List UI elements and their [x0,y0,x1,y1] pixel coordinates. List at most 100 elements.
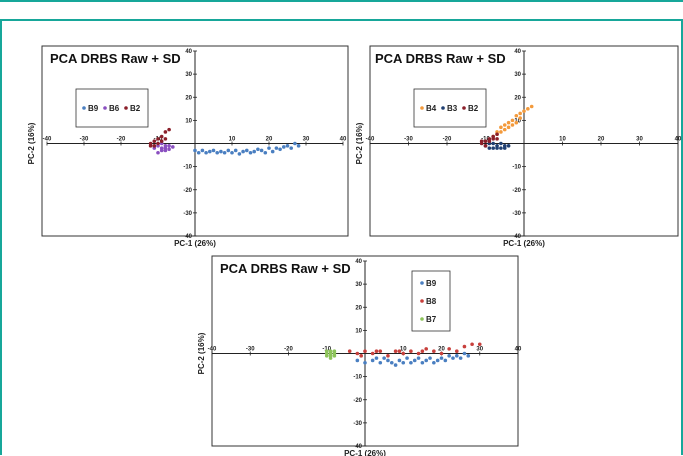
series-b2 [479,132,499,148]
data-point [443,358,448,363]
x-tick-label: 10 [229,137,236,143]
data-point [455,354,459,358]
pca-chart-3: -40-30-20-101020304040302010-10-20-30-40… [197,255,522,456]
data-point [156,150,160,155]
y-tick-label: -40 [183,234,192,240]
y-tick-label: 10 [355,328,362,334]
data-point [233,148,238,153]
data-point [374,349,379,353]
series-b8 [347,342,482,358]
data-point [252,149,256,154]
data-point [196,150,201,155]
x-axis-label: PC-1 (26%) [344,449,386,456]
data-point [222,150,227,155]
data-point [432,349,436,353]
data-point [152,144,157,148]
data-point [282,145,286,149]
data-point [466,354,471,358]
x-tick-label: 20 [598,137,605,143]
data-point [363,349,367,353]
data-point [447,347,451,351]
x-tick-label: 20 [438,347,445,353]
data-point [386,358,390,363]
data-point [529,104,534,109]
data-point [424,358,428,363]
data-point [163,130,168,134]
data-point [409,349,413,353]
y-tick-label: -40 [353,444,362,450]
y-axis-label: PC-2 (16%) [197,332,206,374]
pca-chart-1: -40-30-20-101020304040302010-10-20-30-40… [27,45,349,248]
data-point [363,360,367,365]
data-point [491,141,495,146]
data-point [159,146,164,150]
data-point [495,132,499,137]
data-point [148,144,153,148]
data-point [526,107,530,111]
legend-box [75,88,149,128]
data-point [328,349,333,353]
y-tick-label: 40 [514,49,521,55]
legend-marker [420,317,424,321]
data-point [483,139,488,143]
data-point [397,349,402,353]
data-point [510,123,515,127]
legend-marker [420,106,424,110]
legend-label: B3 [447,104,458,113]
data-point [451,356,455,360]
data-point [455,349,459,353]
y-tick-label: -10 [353,375,362,381]
y-tick-label: 20 [185,95,192,101]
data-point [506,125,511,130]
data-point [347,349,352,353]
data-point [293,141,297,146]
data-point [156,141,160,146]
legend-label: B9 [88,104,99,113]
data-point [215,150,219,155]
legend-label: B8 [426,297,437,306]
data-point [267,146,271,150]
data-point [499,141,503,146]
data-point [200,148,205,153]
data-point [211,148,216,153]
legend-marker [103,106,107,110]
data-point [156,137,160,141]
data-point [332,349,337,353]
y-tick-label: -40 [512,234,521,240]
chart-title: PCA DRBS Raw + SD [220,261,351,276]
data-point [487,139,492,143]
data-point [226,148,231,153]
data-point [447,354,451,358]
data-point [270,149,275,154]
data-point [514,113,519,118]
legend-label: B7 [426,315,437,324]
x-tick-label: 20 [266,137,273,143]
data-point [502,123,507,127]
data-point [506,144,511,148]
x-axis-label: PC-1 (26%) [503,239,545,248]
data-point [458,356,463,360]
data-point [152,139,157,143]
data-point [499,130,503,134]
data-point [522,109,526,113]
data-point [416,356,421,360]
data-point [432,360,436,365]
x-tick-label: 30 [636,137,643,143]
data-point [401,360,406,365]
legend-marker [441,106,445,110]
x-tick-label: -30 [404,137,413,143]
data-point [420,349,425,353]
data-point [412,358,417,363]
legend-label: B4 [426,104,437,113]
x-tick-label: -20 [284,347,293,353]
legend-label: B2 [130,104,141,113]
x-tick-label: 10 [559,137,566,143]
x-tick-label: 30 [476,347,483,353]
y-tick-label: 10 [514,118,521,124]
x-tick-label: -20 [117,137,126,143]
data-point [378,360,383,365]
data-point [470,342,474,347]
data-point [237,152,242,156]
y-tick-label: 40 [355,259,362,265]
data-point [167,127,171,132]
